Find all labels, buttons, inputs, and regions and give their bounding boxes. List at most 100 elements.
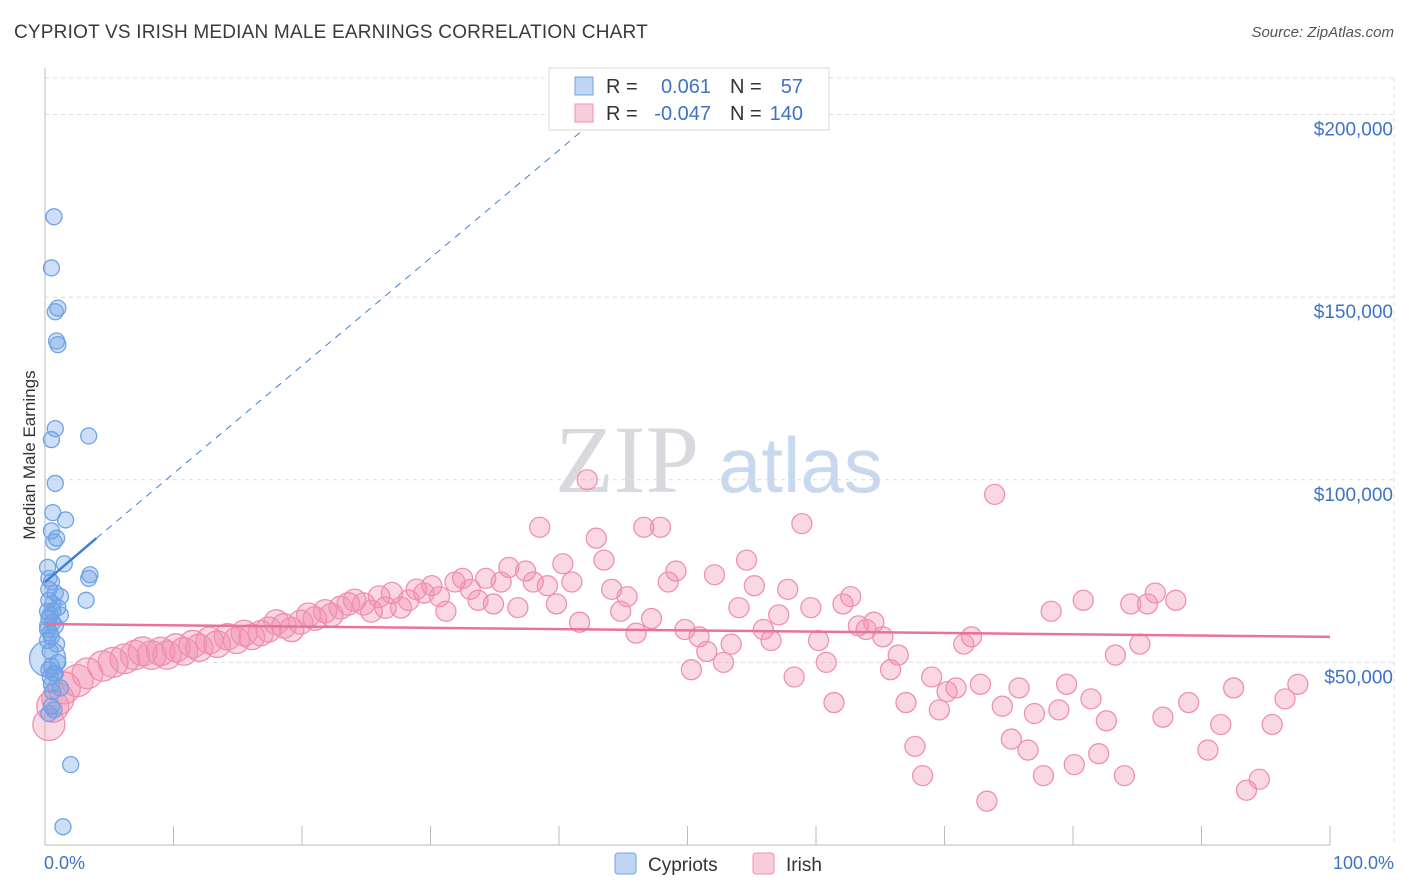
irish-point <box>312 598 338 624</box>
cypriot-point <box>46 303 64 321</box>
irish-point <box>1136 593 1159 615</box>
irish-point <box>783 666 805 688</box>
cypriot-point <box>46 419 64 438</box>
cypriot-point <box>80 427 98 445</box>
irish-point <box>1210 713 1232 736</box>
irish-point <box>960 626 983 648</box>
irish-point <box>367 585 391 609</box>
irish-point <box>791 512 813 535</box>
legend-box <box>548 67 830 131</box>
irish-point <box>840 585 862 608</box>
legend-n-value: 57 <box>781 76 803 98</box>
irish-point <box>720 633 742 655</box>
irish-point <box>887 644 909 666</box>
irish-point <box>1274 688 1296 710</box>
cypriot-point <box>47 635 66 653</box>
irish-point <box>945 677 967 699</box>
irish-point <box>703 564 726 586</box>
irish-point <box>359 599 383 623</box>
legend-r-value: 0.061 <box>661 76 711 98</box>
irish-point <box>928 699 951 721</box>
bottom-legend-label-irish: Irish <box>786 855 822 876</box>
irish-point <box>184 633 214 663</box>
cypriot-point <box>42 259 61 277</box>
irish-point <box>514 560 537 582</box>
watermark: ZIP atlas <box>555 406 883 513</box>
irish-point <box>983 483 1006 506</box>
irish-point <box>1222 677 1245 699</box>
irish-point <box>921 666 943 688</box>
irish-point <box>1287 673 1309 695</box>
cypriot-point <box>40 704 58 723</box>
irish-point <box>1040 600 1062 622</box>
x-tick-label-max: 100.0% <box>1333 853 1394 873</box>
irish-point <box>288 609 314 635</box>
irish-point <box>625 622 647 644</box>
y-tick-label: $200,000 <box>1314 120 1393 141</box>
cypriot-point <box>44 503 62 522</box>
irish-point <box>161 633 191 663</box>
irish-point <box>498 556 520 579</box>
irish-point <box>585 527 607 549</box>
legend-n-value: 140 <box>770 103 803 125</box>
irish-point <box>1048 699 1070 721</box>
cypriot-point <box>45 208 63 226</box>
irish-point <box>665 560 687 582</box>
irish-point <box>649 516 672 538</box>
irish-point <box>1063 753 1085 776</box>
cypriot-point <box>62 755 80 774</box>
irish-point <box>1248 768 1270 790</box>
cypriot-point <box>77 591 95 609</box>
y-axis-label: Median Male Earnings <box>20 370 39 539</box>
x-tick-label-min: 0.0% <box>44 853 85 873</box>
irish-point <box>752 618 774 641</box>
irish-points <box>32 469 1309 812</box>
irish-point <box>1144 582 1166 604</box>
irish-point <box>507 596 529 619</box>
irish-point <box>601 578 623 600</box>
irish-point <box>1113 764 1136 787</box>
chart-title: CYPRIOT VS IRISH MEDIAN MALE EARNINGS CO… <box>14 22 648 43</box>
trend-lines <box>44 95 1331 639</box>
y-tick-label: $50,000 <box>1324 667 1393 688</box>
cypriot-point <box>42 675 61 693</box>
y-tick-label: $100,000 <box>1314 485 1393 506</box>
cypriot-point <box>46 474 64 493</box>
irish-point <box>1104 644 1127 666</box>
irish-point <box>552 553 574 575</box>
y-tick-label: $150,000 <box>1314 302 1393 323</box>
irish-point <box>1008 677 1030 699</box>
irish-point <box>1088 743 1110 765</box>
irish-point <box>451 567 474 590</box>
irish-point <box>895 691 917 714</box>
irish-point <box>969 673 992 695</box>
irish-point <box>657 571 679 593</box>
legend-swatch-cypriots <box>574 76 594 96</box>
cypriot-point <box>80 569 98 588</box>
axes <box>44 68 1331 846</box>
irish-point <box>576 469 598 491</box>
irish-point <box>1080 688 1102 710</box>
irish-point <box>342 588 367 613</box>
irish-point <box>1178 691 1200 714</box>
irish-point <box>41 682 75 716</box>
irish-point <box>912 764 934 787</box>
irish-point <box>536 575 559 597</box>
irish-point <box>712 651 735 674</box>
irish-point <box>119 639 151 671</box>
watermark-zip: ZIP <box>555 406 699 513</box>
irish-point <box>1165 589 1187 611</box>
irish-point <box>1095 710 1118 732</box>
irish-point <box>1000 728 1022 750</box>
cypriot-point <box>40 580 58 598</box>
irish-point <box>1261 713 1283 736</box>
irish-point <box>435 600 457 622</box>
irish-point <box>545 593 568 615</box>
irish-point <box>255 616 282 643</box>
irish-point <box>991 695 1013 717</box>
cypriot-point <box>45 664 63 682</box>
cypriot-point <box>54 818 72 836</box>
irish-trend-line <box>44 622 1331 639</box>
irish-point <box>593 549 615 571</box>
irish-point <box>568 611 591 633</box>
